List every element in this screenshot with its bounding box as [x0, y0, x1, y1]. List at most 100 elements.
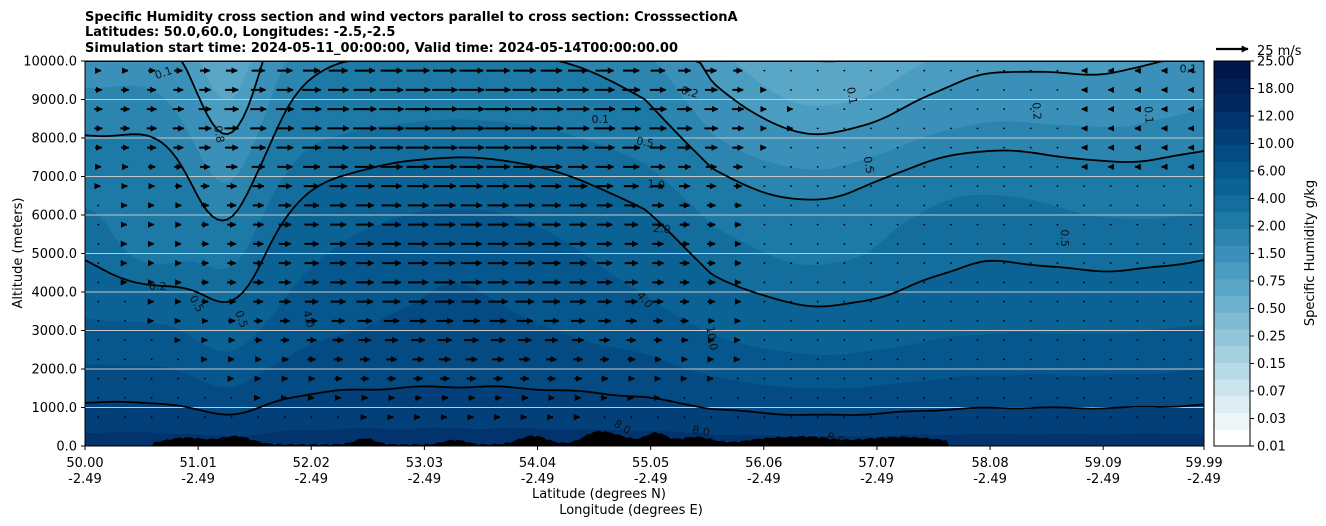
wind-vector-752 [1136, 204, 1139, 207]
wind-vector-647 [1003, 396, 1006, 399]
colorbar-tick-label-9: 4.00 [1257, 192, 1286, 207]
wind-vector-586 [896, 108, 899, 111]
wind-vector-696 [1056, 185, 1059, 188]
wind-vector-582 [896, 185, 899, 188]
wind-vector-57 [177, 416, 180, 419]
colorbar-segment-3 [1214, 379, 1250, 397]
wind-vector-476 [763, 396, 766, 399]
wind-vector-577 [896, 281, 899, 284]
contour-line-6 [85, 385, 1204, 416]
wind-vector-665 [1029, 416, 1032, 419]
contour-label-4: 0.1 [1180, 63, 1198, 76]
wind-vector-655 [1003, 242, 1006, 245]
wind-vector-552 [870, 396, 872, 399]
wind-vector-599 [923, 223, 926, 226]
wind-vector-41 [150, 358, 153, 361]
colorbar-tick-label-3: 0.15 [1257, 357, 1286, 372]
contour-label-5: 0.2 [680, 84, 700, 101]
wind-vector-662 [1003, 108, 1006, 111]
wind-vector-689 [1056, 319, 1059, 322]
y-tick-label-6: 6000.0 [32, 209, 78, 224]
wind-vector-556 [870, 319, 872, 322]
wind-vector-615 [949, 281, 952, 284]
wind-vector-456 [736, 416, 739, 419]
x-tick-lat-5: 55.05 [632, 456, 669, 471]
wind-vector-527 [816, 146, 819, 149]
contour-label-9: 0.5 [861, 155, 877, 174]
wind-vector-95 [230, 416, 233, 419]
wind-vector-691 [1056, 281, 1059, 284]
wind-vector-561 [870, 223, 872, 226]
wind-vector-539 [843, 281, 846, 284]
y-tick-label-8: 8000.0 [32, 132, 78, 147]
wind-vector-626 [949, 69, 952, 72]
wind-vector-733 [1109, 204, 1112, 207]
wind-vector-603 [923, 146, 926, 149]
wind-vector-23 [124, 339, 126, 342]
wind-vector-20 [124, 396, 126, 399]
wind-vector-686 [1056, 377, 1059, 380]
y-tick-label-7: 7000.0 [32, 170, 78, 185]
wind-vector-710 [1083, 281, 1086, 284]
wind-vector-700 [1056, 108, 1059, 111]
wind-vector-579 [896, 242, 899, 245]
wind-vector-567 [870, 108, 872, 111]
wind-vector-588 [896, 69, 899, 72]
wind-vector-484 [763, 242, 766, 245]
wind-vector-505 [790, 204, 792, 207]
wind-vector-641 [976, 146, 979, 149]
x-tick-lon-5: -2.49 [634, 472, 668, 487]
wind-vector-507 [790, 165, 792, 168]
wind-vector-688 [1056, 339, 1059, 342]
wind-vector-39 [150, 396, 153, 399]
wind-vector-572 [896, 377, 899, 380]
wind-vector-487 [763, 185, 766, 188]
wind-vector-535 [843, 358, 846, 361]
contour-lines [85, 61, 1204, 416]
wind-vector-171 [337, 416, 340, 419]
wind-vector-621 [949, 165, 952, 168]
wind-vector-524 [816, 204, 819, 207]
wind-vector-786 [1189, 281, 1192, 284]
colorbar-tick-label-13: 18.00 [1257, 82, 1294, 97]
wind-vector-687 [1056, 358, 1059, 361]
x-tick-lon-6: -2.49 [747, 472, 781, 487]
wind-vector-630 [976, 358, 979, 361]
wind-vector-76 [203, 416, 206, 419]
wind-vector-534 [843, 377, 846, 380]
wind-vector-620 [949, 185, 952, 188]
wind-vector-479 [763, 339, 766, 342]
wind-vector-637 [976, 223, 979, 226]
wind-vector-695 [1056, 204, 1059, 207]
quiver-key: 25 m/s [1216, 44, 1302, 59]
wind-vector-654 [1003, 262, 1006, 265]
wind-vector-419 [683, 396, 686, 399]
colorbar-segment-4 [1214, 362, 1250, 380]
colorbar-segment-0 [1214, 429, 1250, 447]
colorbar-segment-22 [1214, 61, 1250, 79]
wind-vector-77 [203, 396, 206, 399]
contour-line-3 [85, 61, 1204, 136]
wind-vector-537 [843, 319, 846, 322]
wind-vector-633 [976, 300, 979, 303]
wind-vector-660 [1003, 146, 1006, 149]
x-tick-lat-1: 51.01 [180, 456, 217, 471]
colorbar-segment-10 [1214, 261, 1250, 280]
colorbar-segment-18 [1214, 127, 1250, 146]
wind-vector-488 [763, 165, 766, 168]
wind-vector-780 [1189, 396, 1192, 399]
wind-vector-602 [923, 165, 926, 168]
wind-vector-542 [843, 223, 846, 226]
wind-vector-764 [1163, 339, 1165, 342]
wind-vector-597 [923, 262, 926, 265]
x-tick-lon-10: -2.49 [1187, 472, 1221, 487]
wind-vector-568 [870, 88, 872, 91]
wind-vector-569 [870, 69, 872, 72]
wind-vector-78 [203, 377, 206, 380]
wind-vector-9 [97, 242, 100, 245]
x-tick-lat-10: 59.99 [1185, 456, 1222, 471]
wind-vector-538 [843, 300, 846, 303]
wind-vector-530 [816, 88, 819, 91]
wind-vector-59 [177, 377, 180, 380]
wind-vector-613 [949, 319, 952, 322]
